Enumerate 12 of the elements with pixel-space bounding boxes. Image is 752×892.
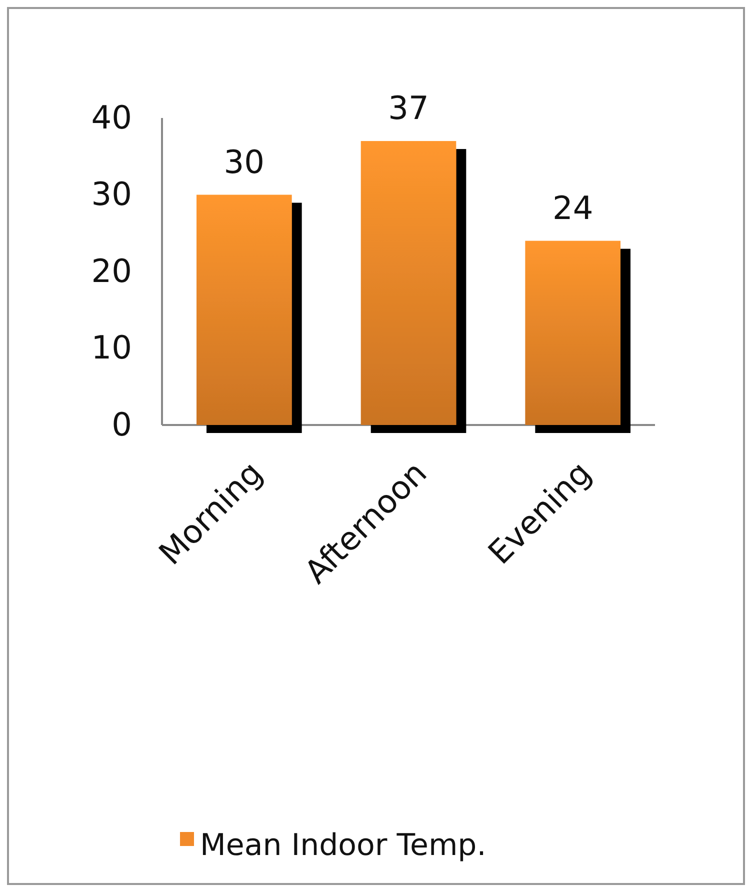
data-label: 37 [388, 89, 429, 128]
y-tick-label: 10 [91, 328, 132, 366]
bar [360, 141, 456, 425]
y-tick-label: 20 [91, 252, 132, 290]
y-tick-label: 30 [91, 174, 132, 213]
legend-label: Mean Indoor Temp. [200, 828, 486, 863]
y-tick-label: 40 [91, 98, 132, 136]
bar [525, 240, 620, 425]
data-label: 24 [552, 188, 594, 227]
bar [196, 194, 292, 425]
data-label: 30 [224, 142, 265, 181]
y-tick-label: 0 [112, 405, 132, 444]
